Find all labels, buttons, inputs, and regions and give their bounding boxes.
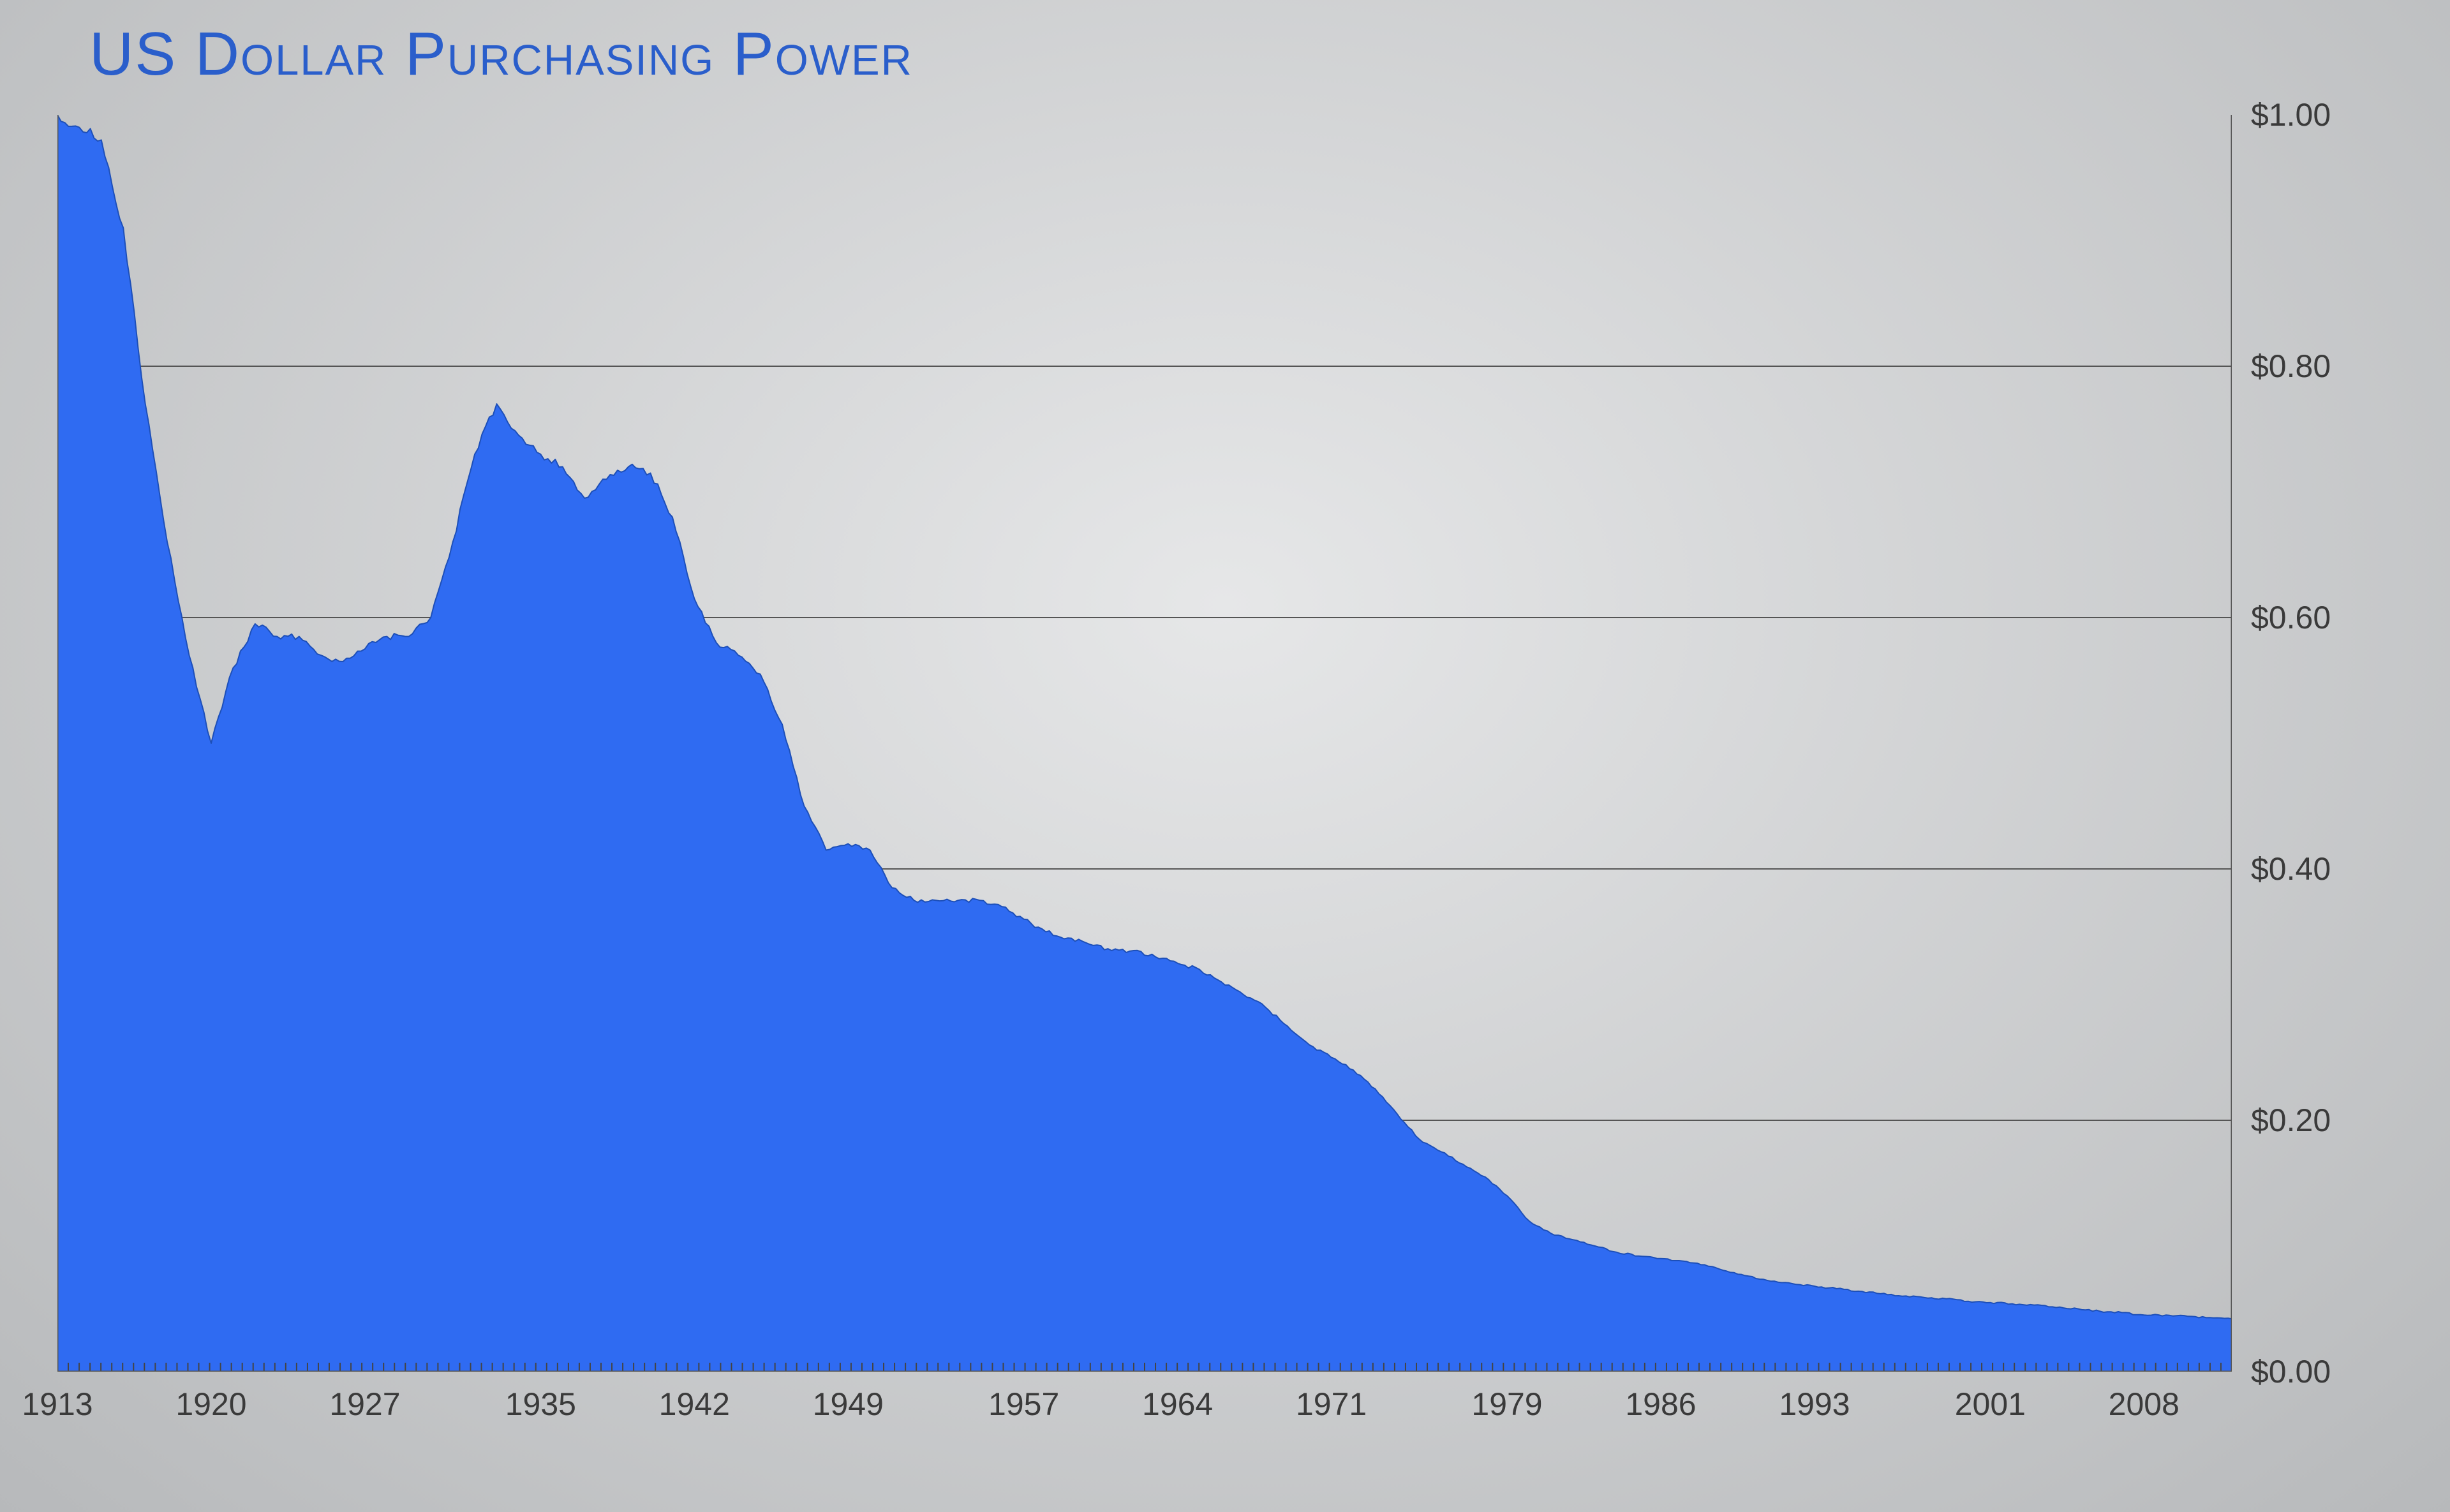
y-axis-label: $0.80 [2251, 348, 2331, 385]
y-axis-label: $1.00 [2251, 96, 2331, 133]
x-axis-label: 1942 [659, 1386, 730, 1423]
x-axis-label: 2001 [1955, 1386, 2026, 1423]
area-chart [57, 115, 2232, 1372]
y-axis-label: $0.20 [2251, 1102, 2331, 1139]
chart-title: US Dollar Purchasing Power [89, 19, 913, 89]
x-axis-label: 2008 [2109, 1386, 2179, 1423]
x-axis-label: 1935 [505, 1386, 576, 1423]
x-axis-label: 1993 [1779, 1386, 1850, 1423]
y-axis-label: $0.60 [2251, 599, 2331, 636]
x-axis-label: 1913 [22, 1386, 93, 1423]
x-axis-label: 1964 [1142, 1386, 1213, 1423]
x-axis-label: 1927 [329, 1386, 400, 1423]
x-axis-label: 1957 [988, 1386, 1059, 1423]
x-axis-label: 1949 [813, 1386, 884, 1423]
x-axis-label: 1920 [175, 1386, 246, 1423]
x-axis-label: 1979 [1471, 1386, 1542, 1423]
x-axis-label: 1986 [1625, 1386, 1696, 1423]
chart-stage: US Dollar Purchasing Power 1913 1920 1927 1… [0, 0, 2450, 1512]
y-axis-label: $0.00 [2251, 1353, 2331, 1390]
x-axis-label: 1971 [1296, 1386, 1367, 1423]
y-axis-label: $0.40 [2251, 850, 2331, 887]
